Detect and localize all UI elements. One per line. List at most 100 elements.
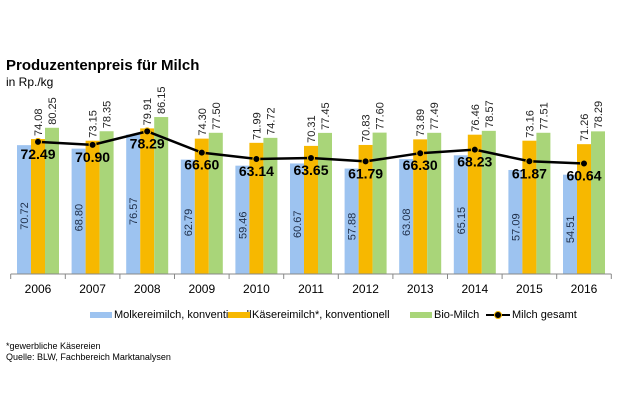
- x-tick-label: 2008: [134, 282, 161, 296]
- bar-value-label: 71.26: [579, 114, 591, 142]
- legend: Molkereimilch, konventionell Käsereimilc…: [0, 309, 620, 325]
- bar-käsereimilch-2014: [467, 134, 482, 274]
- line-point-2013: [416, 149, 425, 158]
- bar-molkereimilch-2013: [399, 159, 414, 274]
- bar-molkereimilch-2007: [71, 148, 86, 274]
- bar-käsereimilch-2011: [304, 145, 318, 274]
- bar-value-label: 74.08: [33, 108, 45, 136]
- bar-bio-milch-2009: [208, 132, 223, 274]
- bar-value-label: 59.46: [237, 211, 249, 239]
- legend-label: Käsereimilch*, konventionell: [252, 309, 390, 321]
- bar-value-label: 68.80: [74, 204, 86, 232]
- bar-value-label: 78.57: [484, 100, 496, 128]
- line-value-label: 60.64: [566, 168, 601, 184]
- bar-value-label: 62.79: [183, 209, 195, 237]
- bar-value-label: 77.49: [429, 102, 441, 130]
- bar-value-label: 74.72: [265, 107, 277, 135]
- legend-label: Milch gesamt: [512, 309, 577, 321]
- bar-value-label: 63.08: [401, 209, 413, 237]
- bar-value-label: 80.25: [47, 97, 59, 125]
- legend-label: Bio-Milch: [434, 309, 480, 321]
- bar-value-label: 57.88: [347, 213, 359, 241]
- bar-käsereimilch-2010: [249, 142, 264, 274]
- line-value-label: 61.79: [348, 165, 383, 181]
- legend-swatch-bio-milch: [410, 312, 432, 318]
- x-tick-label: 2013: [407, 282, 434, 296]
- bar-value-label: 74.30: [197, 108, 209, 136]
- bar-käsereimilch-2008: [140, 128, 155, 274]
- bar-value-label: 79.91: [142, 98, 154, 126]
- legend-item-molkereimilch: Molkereimilch, konventionell: [90, 309, 252, 321]
- bar-molkereimilch-2012: [344, 168, 359, 274]
- bar-käsereimilch-2006: [31, 139, 45, 274]
- x-tick-label: 2014: [461, 282, 488, 296]
- bar-value-label: 77.60: [375, 102, 387, 130]
- line-point-2014: [470, 145, 479, 154]
- bar-value-label: 73.16: [524, 110, 536, 138]
- bar-käsereimilch-2016: [577, 144, 591, 274]
- footnote-source: Quelle: BLW, Fachbereich Marktanalysen: [6, 352, 171, 362]
- bar-value-label: 57.09: [510, 213, 522, 241]
- legend-swatch-kaesereimilch: [228, 312, 250, 318]
- line-point-2009: [197, 148, 206, 157]
- bar-value-label: 70.31: [306, 115, 318, 143]
- bar-labels-layer: 70.72 74.08 80.25 68.80 73.15 78.35 76.57 79.91…: [19, 87, 605, 244]
- x-tick-label: 2010: [243, 282, 270, 296]
- bar-bio-milch-2012: [372, 132, 387, 274]
- bar-bio-milch-2011: [318, 132, 332, 274]
- bar-molkereimilch-2006: [17, 145, 31, 274]
- bars-layer: [17, 117, 605, 274]
- x-tick-label: 2016: [571, 282, 598, 296]
- line-value-label: 63.14: [239, 163, 274, 179]
- line-value-label: 61.87: [512, 165, 547, 181]
- bar-käsereimilch-2012: [358, 144, 373, 274]
- line-value-label: 70.90: [75, 149, 110, 165]
- bar-bio-milch-2013: [427, 132, 442, 274]
- bar-value-label: 70.72: [19, 202, 31, 230]
- bar-bio-milch-2014: [481, 130, 496, 274]
- bar-value-label: 76.57: [128, 197, 140, 225]
- bar-value-label: 78.29: [593, 101, 605, 129]
- bar-molkereimilch-2008: [126, 134, 141, 274]
- legend-item-bio-milch: Bio-Milch: [410, 309, 479, 321]
- bar-value-label: 71.99: [251, 112, 263, 140]
- bar-molkereimilch-2015: [508, 169, 523, 274]
- bar-molkereimilch-2010: [235, 165, 250, 274]
- x-tick-label: 2011: [298, 282, 324, 296]
- line-value-label: 68.23: [457, 154, 492, 170]
- bar-bio-milch-2006: [45, 127, 59, 274]
- bar-value-label: 76.46: [470, 104, 482, 132]
- bar-value-label: 78.35: [102, 101, 114, 129]
- bar-käsereimilch-2007: [85, 140, 100, 274]
- bar-bio-milch-2010: [263, 137, 278, 274]
- line-point-2007: [88, 140, 97, 149]
- legend-item-milch-gesamt: Milch gesamt: [486, 309, 577, 321]
- bar-bio-milch-2008: [154, 117, 169, 274]
- bar-käsereimilch-2013: [413, 139, 428, 274]
- line-value-label: 63.65: [293, 162, 328, 178]
- line-value-label: 72.49: [20, 146, 55, 162]
- bar-value-label: 77.50: [211, 102, 223, 130]
- line-point-2008: [143, 127, 152, 136]
- bar-molkereimilch-2014: [453, 155, 468, 274]
- bar-value-label: 70.83: [361, 114, 373, 142]
- bar-bio-milch-2015: [536, 132, 551, 274]
- line-value-label: 78.29: [130, 135, 165, 151]
- bar-molkereimilch-2016: [563, 174, 577, 274]
- bar-value-label: 65.15: [456, 207, 468, 235]
- bar-käsereimilch-2009: [194, 138, 209, 274]
- bar-molkereimilch-2009: [180, 159, 195, 274]
- bar-value-label: 60.67: [292, 210, 304, 238]
- line-point-2010: [252, 154, 261, 163]
- x-tick-label: 2015: [516, 282, 543, 296]
- x-tick-label: 2012: [352, 282, 379, 296]
- line-value-label: 66.30: [403, 157, 438, 173]
- bar-bio-milch-2007: [99, 131, 114, 274]
- bar-value-label: 86.15: [156, 87, 168, 115]
- line-point-2006: [34, 137, 42, 146]
- legend-line-marker-icon: [486, 310, 510, 320]
- bar-bio-milch-2016: [591, 131, 605, 274]
- bar-molkereimilch-2011: [290, 163, 304, 274]
- x-tick-label: 2007: [79, 282, 106, 296]
- bar-value-label: 73.89: [415, 109, 427, 137]
